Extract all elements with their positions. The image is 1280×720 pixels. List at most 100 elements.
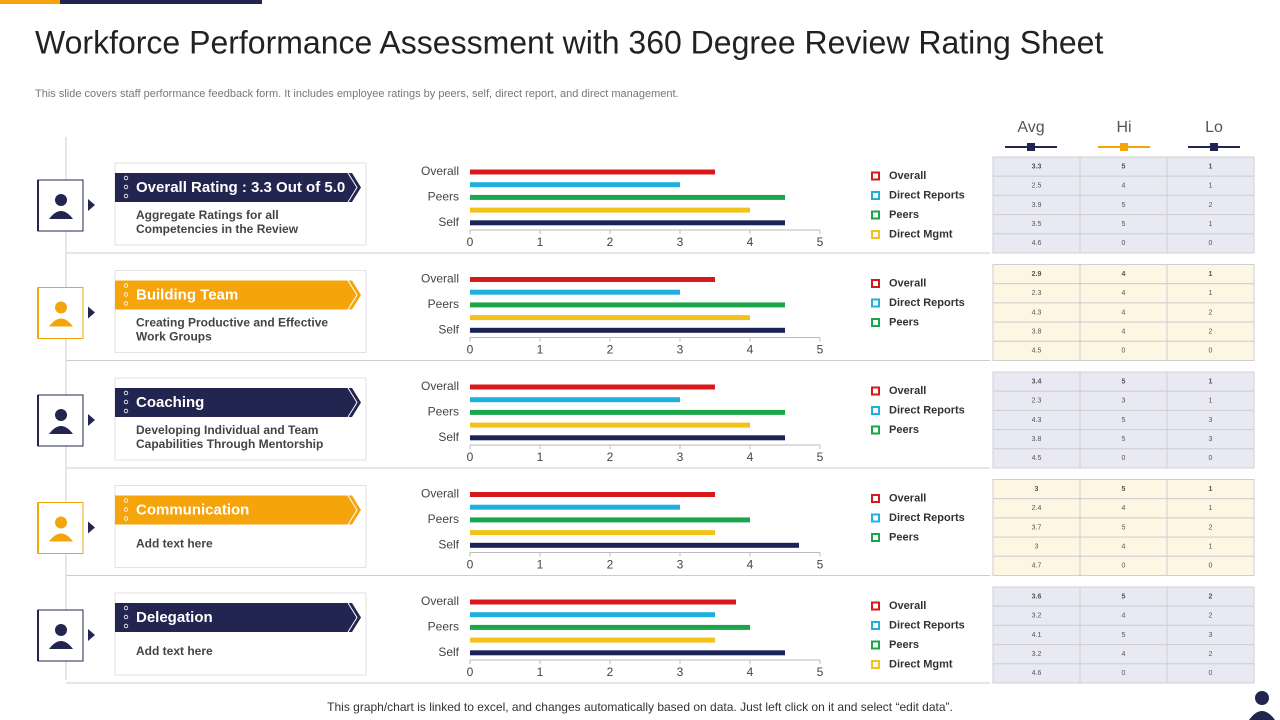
banner-dot — [123, 301, 129, 306]
legend-swatch — [871, 191, 880, 200]
bar — [470, 384, 715, 390]
table-value: 2 — [1209, 309, 1213, 316]
legend-swatch — [871, 601, 880, 611]
x-tick-label: 1 — [537, 665, 544, 679]
table-value: 2.3 — [1032, 290, 1042, 297]
banner-edge — [347, 280, 358, 310]
icon — [49, 426, 73, 434]
section-description: Capabilities Through Mentorship — [136, 437, 323, 451]
banner-dot — [123, 175, 129, 181]
table-value: 3 — [1122, 398, 1126, 405]
legend-swatch — [871, 425, 880, 435]
table-value: 2 — [1209, 613, 1213, 620]
category-label: Peers — [428, 620, 459, 634]
banner-dot — [123, 498, 129, 503]
x-tick-label: 3 — [677, 665, 684, 679]
table-value: 1 — [1209, 183, 1213, 190]
table-value: 3.7 — [1032, 524, 1042, 531]
bar — [470, 530, 715, 536]
bar — [470, 650, 785, 656]
legend-swatch — [871, 533, 880, 542]
table-value: 2 — [1209, 329, 1213, 336]
table-value: 4.6 — [1032, 240, 1042, 247]
x-tick-label: 0 — [467, 450, 474, 464]
table-value: 1 — [1209, 486, 1213, 493]
legend-swatch — [871, 406, 880, 415]
table-value: 3 — [1035, 486, 1039, 493]
table-value: 2 — [1209, 651, 1213, 658]
arrow — [88, 629, 95, 641]
logo — [1249, 691, 1275, 720]
table-value: 3.2 — [1032, 651, 1042, 658]
legend-swatch — [871, 494, 880, 503]
table-value: 4.3 — [1032, 309, 1042, 316]
table-value: 2.9 — [1032, 271, 1042, 278]
legend-label: Peers — [889, 531, 919, 543]
banner-edge — [347, 495, 358, 525]
table-value: 0 — [1209, 240, 1213, 247]
category-label: Overall — [421, 272, 459, 286]
legend-label: Overall — [889, 600, 926, 612]
icon — [49, 641, 73, 649]
legend-swatch — [871, 513, 880, 523]
column-marker — [1210, 143, 1218, 151]
table-value: 3.5 — [1032, 221, 1042, 228]
table-value: 4 — [1122, 290, 1126, 297]
legend-swatch — [871, 230, 880, 239]
banner — [115, 603, 361, 632]
table-value: 3.2 — [1032, 613, 1042, 620]
table-value: 3.9 — [1032, 202, 1042, 209]
legend-label: Overall — [889, 385, 926, 397]
table-value: 4.1 — [1032, 632, 1042, 639]
legend-label: Peers — [889, 424, 919, 436]
table-value: 1 — [1209, 271, 1213, 278]
table-value: 4.6 — [1032, 670, 1042, 677]
banner-dot — [123, 292, 129, 297]
category-label: Peers — [428, 297, 459, 311]
table-value: 0 — [1209, 455, 1213, 462]
section-description: Competencies in the Review — [136, 222, 299, 236]
category-label: Overall — [421, 379, 459, 393]
x-tick-label: 4 — [747, 558, 754, 572]
table-value: 4 — [1122, 183, 1126, 190]
table-value: 1 — [1209, 398, 1213, 405]
legend-swatch — [871, 640, 880, 650]
table-value: 4.5 — [1032, 455, 1042, 462]
category-label: Self — [438, 215, 459, 229]
bar — [470, 289, 680, 295]
table-value: 3.3 — [1032, 163, 1042, 170]
table-value: 0 — [1122, 240, 1126, 247]
category-label: Overall — [421, 487, 459, 501]
table-value: 4 — [1122, 544, 1126, 551]
table-value: 1 — [1209, 290, 1213, 297]
banner-dot — [123, 184, 129, 190]
bar — [470, 327, 785, 333]
table-value: 0 — [1209, 670, 1213, 677]
legend-label: Direct Reports — [889, 297, 965, 309]
legend-swatch — [871, 318, 880, 327]
top-accent — [0, 0, 60, 4]
category-label: Peers — [428, 512, 459, 526]
banner-dot — [123, 516, 129, 521]
banner-dot — [123, 193, 129, 199]
category-label: Self — [438, 645, 459, 659]
legend-label: Overall — [889, 492, 926, 504]
bar — [470, 492, 715, 497]
banner-edge — [347, 172, 358, 203]
bar — [470, 397, 680, 403]
arrow — [88, 521, 95, 534]
table-value: 1 — [1209, 163, 1213, 170]
banner — [115, 173, 361, 202]
banner-dot — [123, 390, 129, 396]
table-value: 2 — [1209, 202, 1213, 209]
table-value: 4.7 — [1032, 563, 1042, 570]
bar — [470, 315, 750, 321]
x-tick-label: 2 — [607, 235, 614, 249]
top-accent — [60, 0, 262, 4]
table-value: 4.5 — [1032, 348, 1042, 355]
bar — [470, 637, 715, 643]
banner-dot — [123, 283, 129, 288]
table-value: 3.8 — [1032, 436, 1042, 443]
x-tick-label: 4 — [747, 665, 754, 679]
